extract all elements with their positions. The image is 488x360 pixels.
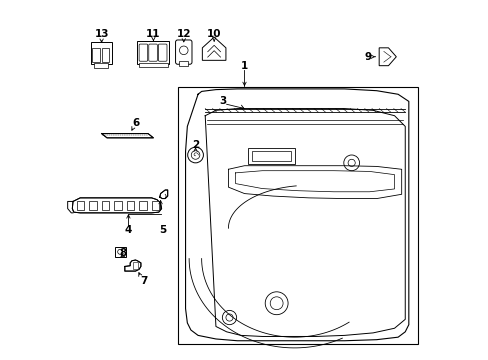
Polygon shape <box>124 260 141 271</box>
Bar <box>247 148 294 164</box>
Bar <box>139 201 147 210</box>
Bar <box>133 262 138 269</box>
Text: 5: 5 <box>159 225 165 235</box>
Bar <box>139 63 167 67</box>
Polygon shape <box>378 48 395 66</box>
Bar <box>94 63 108 68</box>
Bar <box>137 41 169 64</box>
Text: 13: 13 <box>94 28 109 39</box>
FancyBboxPatch shape <box>158 44 166 61</box>
FancyBboxPatch shape <box>148 44 157 61</box>
Text: 8: 8 <box>119 248 126 258</box>
Polygon shape <box>102 134 153 138</box>
Bar <box>151 201 159 210</box>
Polygon shape <box>160 190 167 199</box>
Bar <box>178 87 417 344</box>
Bar <box>102 201 109 210</box>
Text: 7: 7 <box>140 276 147 286</box>
Text: 2: 2 <box>192 140 199 150</box>
Text: 6: 6 <box>132 118 139 128</box>
FancyBboxPatch shape <box>175 40 192 64</box>
Text: 9: 9 <box>364 52 370 62</box>
Polygon shape <box>202 37 225 60</box>
Bar <box>179 62 188 66</box>
Bar <box>102 48 109 62</box>
Bar <box>114 201 122 210</box>
Bar <box>251 151 290 161</box>
Text: 11: 11 <box>146 28 161 39</box>
Text: 1: 1 <box>241 61 247 71</box>
Text: 4: 4 <box>124 225 132 235</box>
Text: 12: 12 <box>176 28 191 39</box>
Text: 3: 3 <box>219 96 226 107</box>
Text: 10: 10 <box>206 28 221 39</box>
Bar <box>91 42 112 64</box>
Bar <box>92 48 100 62</box>
Bar <box>115 247 125 257</box>
FancyBboxPatch shape <box>139 44 147 61</box>
Polygon shape <box>72 198 162 213</box>
Bar <box>77 201 84 210</box>
Bar <box>89 201 97 210</box>
Bar <box>126 201 134 210</box>
